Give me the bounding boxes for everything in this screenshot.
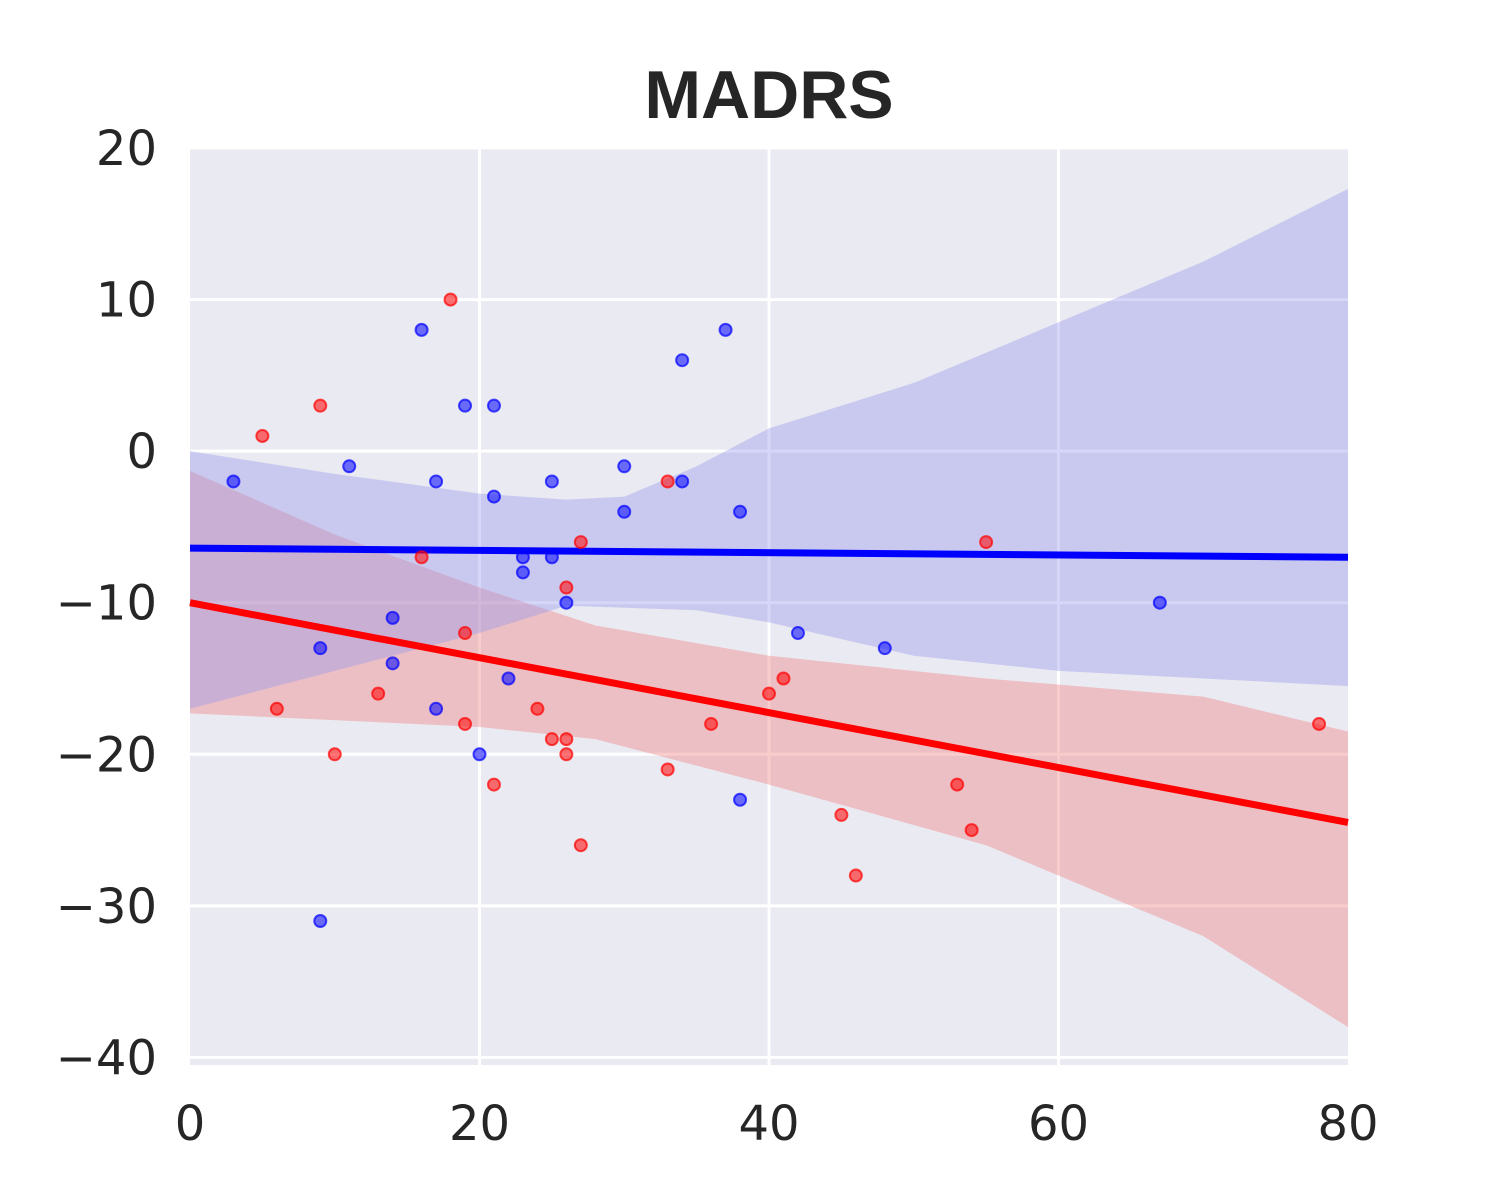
y-tick-label: 0 bbox=[126, 424, 157, 480]
data-point-0 bbox=[544, 732, 559, 747]
confidence-band-1 bbox=[190, 188, 1348, 709]
data-point-1 bbox=[675, 353, 690, 368]
confidence-band-0 bbox=[190, 470, 1348, 1028]
x-tick-label: 80 bbox=[1317, 1096, 1378, 1152]
x-axis-ticks: 0 20 40 60 80 bbox=[175, 1096, 1379, 1152]
y-tick-label: −10 bbox=[56, 576, 157, 632]
data-point-0 bbox=[704, 716, 719, 731]
x-tick-label: 0 bbox=[175, 1096, 206, 1152]
data-point-0 bbox=[979, 535, 994, 550]
data-point-1 bbox=[1152, 595, 1167, 610]
data-point-1 bbox=[429, 474, 444, 489]
data-point-1 bbox=[429, 701, 444, 716]
data-point-0 bbox=[559, 732, 574, 747]
data-point-0 bbox=[371, 686, 386, 701]
data-point-0 bbox=[559, 747, 574, 762]
data-point-1 bbox=[342, 459, 357, 474]
chart-title: MADRS bbox=[644, 57, 893, 133]
data-point-0 bbox=[834, 807, 849, 822]
data-point-0 bbox=[414, 550, 429, 565]
data-point-1 bbox=[486, 489, 501, 504]
data-point-1 bbox=[790, 626, 805, 641]
y-axis-ticks: 20 10 0 −10 −20 −30 −40 bbox=[56, 121, 157, 1086]
data-point-1 bbox=[877, 641, 892, 656]
data-point-0 bbox=[762, 686, 776, 701]
confidence-bands bbox=[190, 188, 1348, 1028]
data-point-0 bbox=[313, 398, 328, 413]
x-tick-label: 40 bbox=[738, 1096, 799, 1152]
data-point-1 bbox=[617, 459, 632, 474]
y-tick-label: 20 bbox=[96, 121, 157, 177]
data-point-0 bbox=[255, 428, 270, 443]
data-point-1 bbox=[385, 610, 400, 625]
data-point-0 bbox=[443, 292, 458, 307]
data-point-0 bbox=[950, 777, 965, 792]
data-point-0 bbox=[530, 701, 545, 716]
data-point-0 bbox=[573, 838, 588, 853]
data-point-1 bbox=[733, 504, 748, 519]
data-point-0 bbox=[573, 535, 588, 550]
y-tick-label: −40 bbox=[56, 1030, 157, 1086]
data-point-0 bbox=[559, 580, 574, 595]
data-point-1 bbox=[544, 550, 559, 565]
y-tick-label: 10 bbox=[96, 273, 157, 329]
data-point-1 bbox=[486, 398, 501, 413]
data-point-1 bbox=[515, 565, 530, 580]
data-point-1 bbox=[313, 914, 328, 929]
data-point-0 bbox=[964, 823, 979, 838]
data-point-0 bbox=[776, 671, 791, 686]
data-point-1 bbox=[617, 504, 632, 519]
data-point-1 bbox=[675, 474, 690, 489]
data-point-0 bbox=[327, 747, 342, 762]
regression-line-0 bbox=[189, 599, 1349, 826]
data-points bbox=[226, 292, 1327, 929]
data-point-1 bbox=[414, 322, 429, 337]
data-point-1 bbox=[313, 641, 328, 656]
data-point-0 bbox=[660, 474, 675, 489]
data-point-1 bbox=[472, 747, 487, 762]
data-point-0 bbox=[660, 762, 675, 777]
x-tick-label: 60 bbox=[1028, 1096, 1089, 1152]
data-point-1 bbox=[515, 550, 530, 565]
data-point-0 bbox=[458, 716, 473, 731]
y-tick-label: −30 bbox=[56, 879, 157, 935]
data-point-0 bbox=[1312, 716, 1327, 731]
data-point-1 bbox=[501, 671, 516, 686]
x-tick-label: 20 bbox=[449, 1096, 510, 1152]
data-point-1 bbox=[733, 792, 748, 807]
data-point-0 bbox=[486, 777, 501, 792]
data-point-0 bbox=[458, 626, 473, 641]
data-point-1 bbox=[458, 398, 473, 413]
data-point-1 bbox=[559, 595, 574, 610]
y-tick-label: −20 bbox=[56, 727, 157, 783]
regression-lines bbox=[189, 544, 1349, 826]
regression-line-1 bbox=[189, 544, 1349, 561]
data-point-1 bbox=[544, 474, 559, 489]
data-point-1 bbox=[385, 656, 400, 671]
data-point-0 bbox=[269, 701, 284, 716]
data-point-1 bbox=[226, 474, 241, 489]
data-point-1 bbox=[718, 322, 733, 337]
data-point-0 bbox=[848, 868, 863, 883]
